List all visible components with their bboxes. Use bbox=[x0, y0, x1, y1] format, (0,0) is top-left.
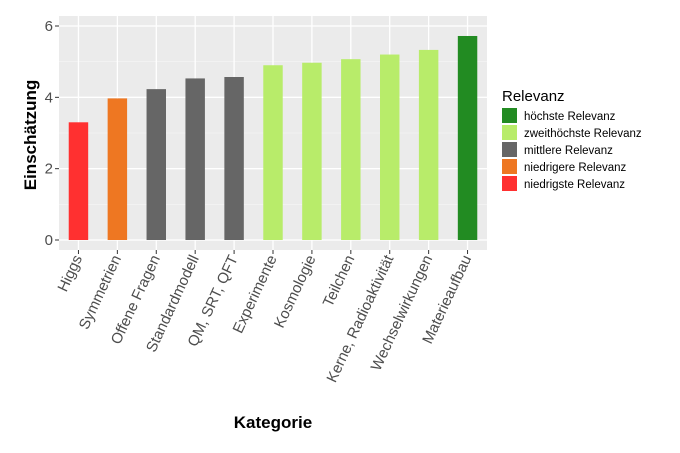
legend-key bbox=[502, 142, 517, 157]
bars bbox=[68, 35, 478, 241]
legend-label: niedrigere Relevanz bbox=[524, 162, 627, 174]
legend-key bbox=[502, 159, 517, 174]
legend-key bbox=[502, 108, 517, 123]
bar bbox=[341, 59, 361, 240]
bar bbox=[418, 49, 439, 240]
y-tick-label: 4 bbox=[45, 89, 53, 106]
bar bbox=[224, 77, 244, 241]
y-axis-title: Einschätzung bbox=[21, 80, 40, 191]
legend-label: mittlere Relevanz bbox=[524, 145, 613, 157]
legend-title: Relevanz bbox=[502, 88, 565, 105]
y-tick-label: 6 bbox=[45, 18, 53, 35]
legend-label: niedrigste Relevanz bbox=[524, 179, 625, 191]
bar bbox=[457, 35, 478, 241]
bar bbox=[302, 62, 322, 241]
bar bbox=[380, 54, 400, 241]
legend-label: zweithöchste Relevanz bbox=[524, 128, 642, 140]
bar bbox=[185, 78, 205, 241]
y-tick-label: 0 bbox=[45, 232, 53, 249]
y-axis: 0 2 4 6 bbox=[45, 18, 59, 249]
bar bbox=[263, 65, 283, 240]
legend: Relevanz höchste Relevanz zweithöchste Re… bbox=[502, 88, 642, 191]
legend-key bbox=[502, 125, 517, 140]
legend-key bbox=[502, 176, 517, 191]
x-axis-title: Kategorie bbox=[234, 413, 312, 432]
x-tick-label: Teilchen bbox=[320, 253, 359, 310]
bar bbox=[68, 122, 89, 240]
legend-label: höchste Relevanz bbox=[524, 111, 616, 123]
y-tick-label: 2 bbox=[45, 161, 53, 178]
bar bbox=[146, 89, 166, 240]
bar bbox=[107, 98, 128, 240]
x-tick-label: Higgs bbox=[54, 253, 86, 295]
